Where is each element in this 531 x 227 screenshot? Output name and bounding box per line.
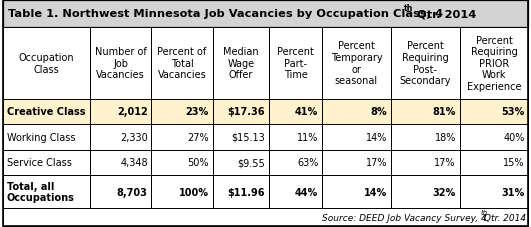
Bar	[213, 125, 269, 150]
Text: $15.13: $15.13	[232, 132, 265, 142]
Text: 8%: 8%	[371, 107, 387, 117]
Bar	[90, 125, 151, 150]
Bar	[3, 27, 90, 99]
Text: Table 1. Northwest Minnesota Job Vacancies by Occupation Class, 4: Table 1. Northwest Minnesota Job Vacanci…	[8, 9, 443, 19]
Text: 41%: 41%	[295, 107, 319, 117]
Text: $9.55: $9.55	[237, 158, 265, 168]
Bar	[151, 125, 213, 150]
Text: 81%: 81%	[432, 107, 456, 117]
Text: 8,703: 8,703	[117, 187, 148, 197]
Text: Occupation
Class: Occupation Class	[19, 53, 74, 74]
Text: Source: DEED Job Vacancy Survey, 4: Source: DEED Job Vacancy Survey, 4	[322, 213, 487, 222]
Bar	[322, 99, 391, 125]
Bar	[213, 175, 269, 208]
Text: 50%: 50%	[187, 158, 209, 168]
Bar	[460, 150, 528, 175]
Bar	[3, 175, 90, 208]
Text: Percent of
Total
Vacancies: Percent of Total Vacancies	[157, 47, 207, 80]
Bar	[3, 208, 528, 226]
Bar	[90, 175, 151, 208]
Bar	[151, 175, 213, 208]
Bar	[269, 99, 322, 125]
Text: 11%: 11%	[297, 132, 319, 142]
Text: 17%: 17%	[434, 158, 456, 168]
Bar	[3, 150, 90, 175]
Text: 63%: 63%	[297, 158, 319, 168]
Text: Qtr. 2014: Qtr. 2014	[481, 213, 526, 222]
Text: 2,330: 2,330	[120, 132, 148, 142]
Text: 40%: 40%	[503, 132, 525, 142]
Text: 44%: 44%	[295, 187, 319, 197]
Bar	[460, 99, 528, 125]
Bar	[391, 99, 460, 125]
Text: th: th	[480, 209, 487, 215]
Bar	[90, 99, 151, 125]
Bar	[3, 1, 528, 27]
Bar	[213, 99, 269, 125]
Text: Number of
Job
Vacancies: Number of Job Vacancies	[95, 47, 147, 80]
Bar	[90, 27, 151, 99]
Bar	[322, 150, 391, 175]
Text: Creative Class: Creative Class	[7, 107, 85, 117]
Bar	[151, 99, 213, 125]
Text: Percent
Temporary
or
seasonal: Percent Temporary or seasonal	[331, 41, 382, 86]
Bar	[391, 175, 460, 208]
Bar	[3, 99, 90, 125]
Text: $11.96: $11.96	[228, 187, 265, 197]
Text: 2,012: 2,012	[117, 107, 148, 117]
Bar	[213, 27, 269, 99]
Bar	[391, 27, 460, 99]
Text: $17.36: $17.36	[228, 107, 265, 117]
Text: 27%: 27%	[187, 132, 209, 142]
Text: 17%: 17%	[366, 158, 387, 168]
Text: 100%: 100%	[179, 187, 209, 197]
Text: Service Class: Service Class	[7, 158, 72, 168]
Text: 14%: 14%	[366, 132, 387, 142]
Text: Percent
Requiring
Post-
Secondary: Percent Requiring Post- Secondary	[399, 41, 451, 86]
Text: Percent
Requiring
PRIOR
Work
Experience: Percent Requiring PRIOR Work Experience	[467, 35, 521, 91]
Bar	[322, 175, 391, 208]
Bar	[3, 125, 90, 150]
Bar	[460, 125, 528, 150]
Bar	[269, 27, 322, 99]
Bar	[391, 150, 460, 175]
Text: 31%: 31%	[501, 187, 525, 197]
Bar	[151, 27, 213, 99]
Text: Total, all
Occupations: Total, all Occupations	[7, 181, 75, 202]
Text: Percent
Part-
Time: Percent Part- Time	[277, 47, 314, 80]
Bar	[151, 150, 213, 175]
Text: 32%: 32%	[433, 187, 456, 197]
Bar	[269, 175, 322, 208]
Bar	[90, 150, 151, 175]
Text: 4,348: 4,348	[120, 158, 148, 168]
Text: Working Class: Working Class	[7, 132, 75, 142]
Bar	[269, 150, 322, 175]
Bar	[269, 125, 322, 150]
Bar	[460, 27, 528, 99]
Text: 18%: 18%	[434, 132, 456, 142]
Text: 15%: 15%	[503, 158, 525, 168]
Text: th: th	[404, 3, 414, 12]
Bar	[391, 125, 460, 150]
Bar	[460, 175, 528, 208]
Text: 53%: 53%	[501, 107, 525, 117]
Text: 14%: 14%	[364, 187, 387, 197]
Bar	[322, 125, 391, 150]
Bar	[322, 27, 391, 99]
Text: 23%: 23%	[186, 107, 209, 117]
Text: Median
Wage
Offer: Median Wage Offer	[223, 47, 259, 80]
Bar	[213, 150, 269, 175]
Text: Qtr. 2014: Qtr. 2014	[413, 9, 476, 19]
